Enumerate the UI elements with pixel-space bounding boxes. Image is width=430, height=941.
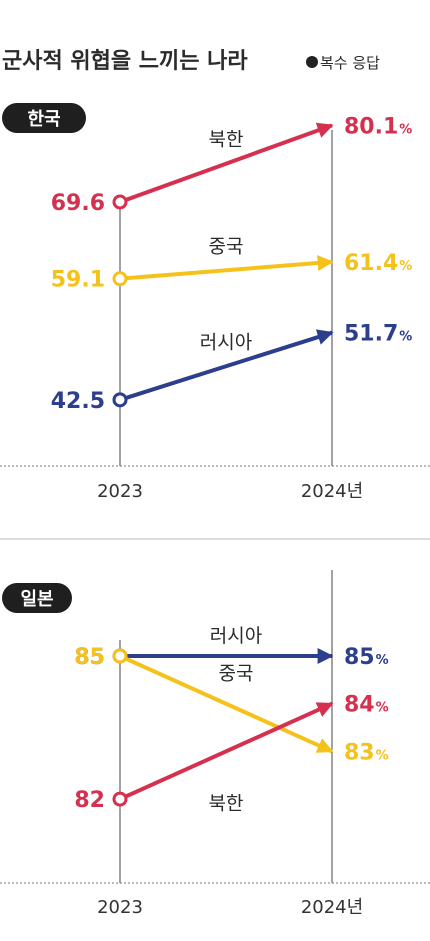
x-tick-label: 2023 xyxy=(97,481,143,502)
panel-label: 일본 xyxy=(20,589,53,610)
value-label-2023: 42.5 xyxy=(51,389,105,414)
series-line xyxy=(119,701,334,801)
value-label-2023: 85 xyxy=(74,645,105,670)
chart-title: 군사적 위협을 느끼는 나라 xyxy=(2,49,248,74)
value-label-2024: 51.7% xyxy=(344,322,412,347)
series-name-label: 중국 xyxy=(209,235,244,257)
series-line xyxy=(119,329,334,402)
panel-label: 한국 xyxy=(27,109,60,130)
value-label-2023: 85 xyxy=(74,645,105,670)
series-line xyxy=(119,122,334,204)
value-label-2024: 84% xyxy=(344,693,389,718)
data-point xyxy=(112,271,128,287)
value-label-2024: 80.1% xyxy=(344,114,412,139)
x-tick-label: 2024년 xyxy=(301,897,363,918)
unit-label: % xyxy=(376,701,389,716)
x-tick-label: 2023 xyxy=(97,897,143,918)
unit-label: % xyxy=(376,748,389,763)
panel-label-badge xyxy=(2,583,72,613)
series-name-label: 북한 xyxy=(209,129,244,151)
data-point xyxy=(112,392,128,408)
unit-label: % xyxy=(399,330,412,345)
value-label-2023: 82 xyxy=(74,788,105,813)
series-line xyxy=(119,255,334,281)
unit-label: % xyxy=(376,653,389,668)
series-line xyxy=(119,654,334,754)
note-bullet-icon xyxy=(306,56,318,68)
value-label-2024: 83% xyxy=(344,740,389,765)
data-point xyxy=(112,648,128,664)
panel-korea: 한국 2023 2024년 69.6 80.1% 북한 59.1 61.4% 중국 42.5 51.… xyxy=(0,103,430,502)
x-tick-label: 2024년 xyxy=(301,481,363,502)
panel-label-badge xyxy=(2,103,86,133)
series-name-label: 러시아 xyxy=(210,625,262,647)
unit-label: % xyxy=(399,122,412,137)
series-name-label: 북한 xyxy=(209,792,244,814)
unit-label: % xyxy=(399,259,412,274)
note-text: 복수 응답 xyxy=(320,54,380,72)
series-name-label: 중국 xyxy=(219,663,254,685)
data-point xyxy=(112,791,128,807)
value-label-2024: 61.4% xyxy=(344,251,412,276)
data-point xyxy=(112,194,128,210)
series-name-label: 러시아 xyxy=(200,331,252,353)
value-label-2024: 85% xyxy=(344,645,389,670)
value-label-2023: 69.6 xyxy=(51,191,105,216)
value-label-2023: 59.1 xyxy=(51,268,105,293)
